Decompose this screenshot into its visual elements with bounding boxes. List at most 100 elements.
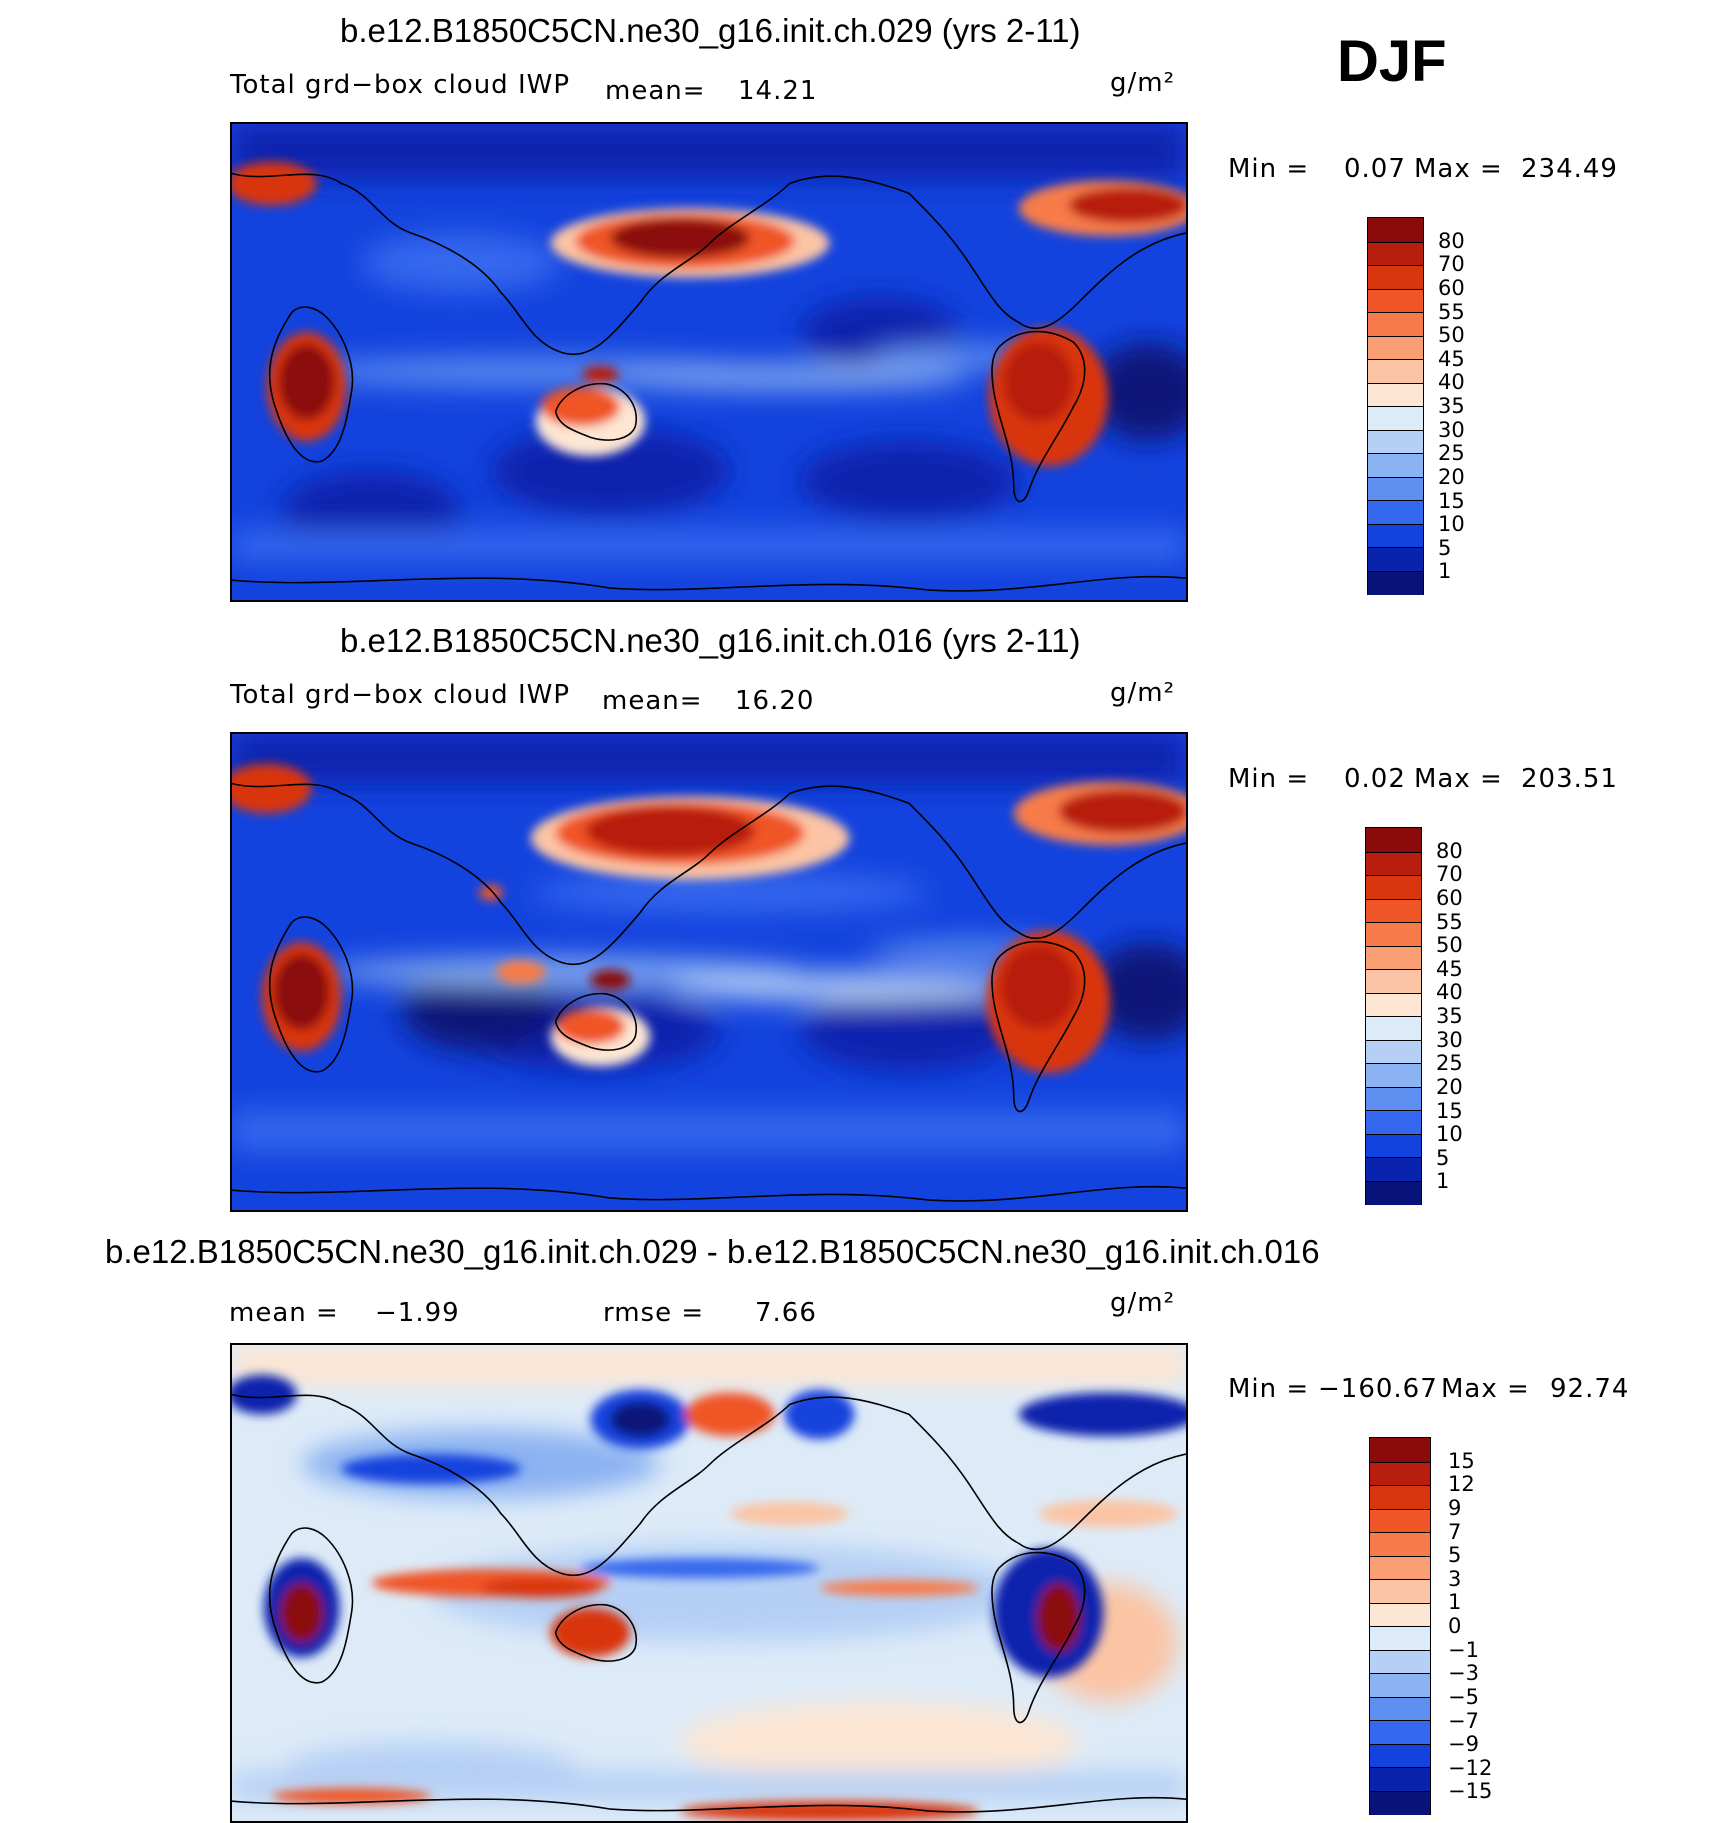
colorbar-segment — [1368, 453, 1423, 478]
panel2-variable-label: Total grd−box cloud IWP — [230, 680, 571, 710]
colorbar-tick-label: 5 — [1436, 1145, 1450, 1170]
panel1-max-label: Max = — [1414, 154, 1503, 184]
panel3-mean-value: −1.99 — [375, 1298, 460, 1328]
panel3-units: g/m² — [1110, 1288, 1176, 1318]
colorbar-segment — [1366, 1039, 1421, 1064]
colorbar-tick-label: −15 — [1448, 1779, 1493, 1804]
colorbar-segment — [1368, 241, 1423, 266]
panel1-title: b.e12.B1850C5CN.ne30_g16.init.ch.029 (yr… — [340, 12, 1081, 49]
colorbar-tick-label: 15 — [1436, 1098, 1463, 1123]
colorbar-tick-label: 60 — [1438, 275, 1465, 300]
panel3-map — [230, 1343, 1188, 1823]
colorbar-segment — [1368, 288, 1423, 313]
panel2-title: b.e12.B1850C5CN.ne30_g16.init.ch.016 (yr… — [340, 622, 1081, 659]
colorbar-tick-label: 50 — [1436, 933, 1463, 958]
colorbar-segment — [1370, 1461, 1430, 1486]
colorbar-segment — [1366, 1133, 1421, 1158]
colorbar-tick-label: −5 — [1448, 1684, 1479, 1709]
panel1-map — [230, 122, 1188, 602]
colorbar-segment — [1368, 547, 1423, 572]
colorbar-tick-label: 15 — [1448, 1448, 1475, 1473]
panel1-map-field — [232, 124, 1186, 600]
colorbar-segment — [1370, 1438, 1430, 1463]
colorbar-segment — [1366, 945, 1421, 970]
panel1-min-value: 0.07 — [1344, 154, 1406, 184]
panel3-rmse-label: rmse = — [603, 1298, 705, 1328]
colorbar-tick-label: 35 — [1438, 394, 1465, 418]
colorbar-segment — [1368, 265, 1423, 290]
panel1-max-value: 234.49 — [1521, 154, 1618, 184]
colorbar-segment — [1366, 1180, 1421, 1205]
colorbar-tick-label: 10 — [1436, 1122, 1463, 1147]
panel2-max-value: 203.51 — [1521, 764, 1618, 794]
colorbar-tick-label: −1 — [1448, 1637, 1479, 1662]
colorbar-segment — [1368, 476, 1423, 501]
panel1-units: g/m² — [1110, 68, 1176, 98]
panel1-min-label: Min = — [1228, 154, 1310, 184]
colorbar-segment — [1366, 828, 1421, 853]
colorbar-tick-label: 25 — [1436, 1051, 1463, 1076]
colorbar-segment — [1370, 1720, 1430, 1745]
colorbar-segment — [1370, 1508, 1430, 1533]
colorbar-segment — [1368, 523, 1423, 548]
colorbar-segment — [1370, 1602, 1430, 1627]
colorbar-tick-label: −12 — [1448, 1755, 1493, 1780]
colorbar-tick-label: 7 — [1448, 1519, 1462, 1544]
colorbar-segment — [1370, 1555, 1430, 1580]
colorbar-segment — [1368, 218, 1423, 243]
colorbar-segment — [1366, 1157, 1421, 1182]
colorbar-segment — [1366, 898, 1421, 923]
colorbar-tick-label: 80 — [1438, 228, 1465, 253]
colorbar-segment — [1370, 1649, 1430, 1674]
colorbar-tick-label: 40 — [1436, 980, 1463, 1005]
colorbar-tick-label: 5 — [1448, 1543, 1462, 1568]
colorbar-tick-label: 55 — [1436, 909, 1463, 934]
colorbar-tick-label: 30 — [1438, 417, 1465, 442]
colorbar-segment — [1368, 500, 1423, 525]
colorbar-tick-label: 0 — [1448, 1614, 1462, 1638]
colorbar-segment — [1370, 1626, 1430, 1651]
panel3-min-label: Min = — [1228, 1374, 1310, 1404]
season-label: DJF — [1337, 29, 1447, 94]
colorbar-tick-label: −7 — [1448, 1708, 1479, 1733]
panel3-map-field — [232, 1345, 1186, 1821]
colorbar-segment — [1366, 875, 1421, 900]
colorbar-segment — [1370, 1532, 1430, 1557]
panel2-max-label: Max = — [1414, 764, 1503, 794]
panel3-title: b.e12.B1850C5CN.ne30_g16.init.ch.029 - b… — [105, 1233, 1320, 1270]
panel1-mean-label: mean= — [605, 76, 706, 106]
colorbar-tick-label: 9 — [1448, 1495, 1462, 1520]
colorbar-segment — [1370, 1743, 1430, 1768]
panel3-max-value: 92.74 — [1550, 1374, 1630, 1404]
colorbar-segment — [1368, 406, 1423, 431]
colorbar-tick-label: 50 — [1438, 323, 1465, 348]
colorbar-tick-label: 60 — [1436, 885, 1463, 910]
colorbar-segment — [1368, 312, 1423, 337]
colorbar-segment — [1366, 1110, 1421, 1135]
colorbar-tick-label: 20 — [1436, 1074, 1463, 1099]
panel2-mean-label: mean= — [602, 686, 703, 716]
colorbar-segment — [1366, 1063, 1421, 1088]
colorbar-tick-label: 45 — [1436, 956, 1463, 981]
colorbar-segment — [1366, 992, 1421, 1017]
colorbar-tick-label: 12 — [1448, 1472, 1475, 1497]
panel2-min-value: 0.02 — [1344, 764, 1406, 794]
colorbar-segment — [1370, 1767, 1430, 1792]
colorbar-tick-label: 3 — [1448, 1566, 1462, 1591]
colorbar-tick-label: 1 — [1438, 559, 1452, 584]
colorbar-segment — [1366, 851, 1421, 876]
colorbar-segment — [1370, 1696, 1430, 1721]
colorbar-tick-label: −3 — [1448, 1661, 1479, 1686]
colorbar-tick-label: 45 — [1438, 346, 1465, 371]
panel1-mean-value: 14.21 — [738, 76, 818, 106]
colorbar-segment — [1368, 359, 1423, 384]
colorbar-tick-label: 10 — [1438, 512, 1465, 537]
panel3-max-label: Max = — [1441, 1374, 1530, 1404]
colorbar-segment — [1366, 1086, 1421, 1111]
colorbar-tick-label: 15 — [1438, 488, 1465, 513]
panel1-variable-label: Total grd−box cloud IWP — [230, 70, 571, 100]
panel2-colorbar — [1365, 827, 1422, 1205]
panel2-map-field — [232, 734, 1186, 1210]
colorbar-tick-label: 25 — [1438, 441, 1465, 466]
colorbar-segment — [1370, 1485, 1430, 1510]
